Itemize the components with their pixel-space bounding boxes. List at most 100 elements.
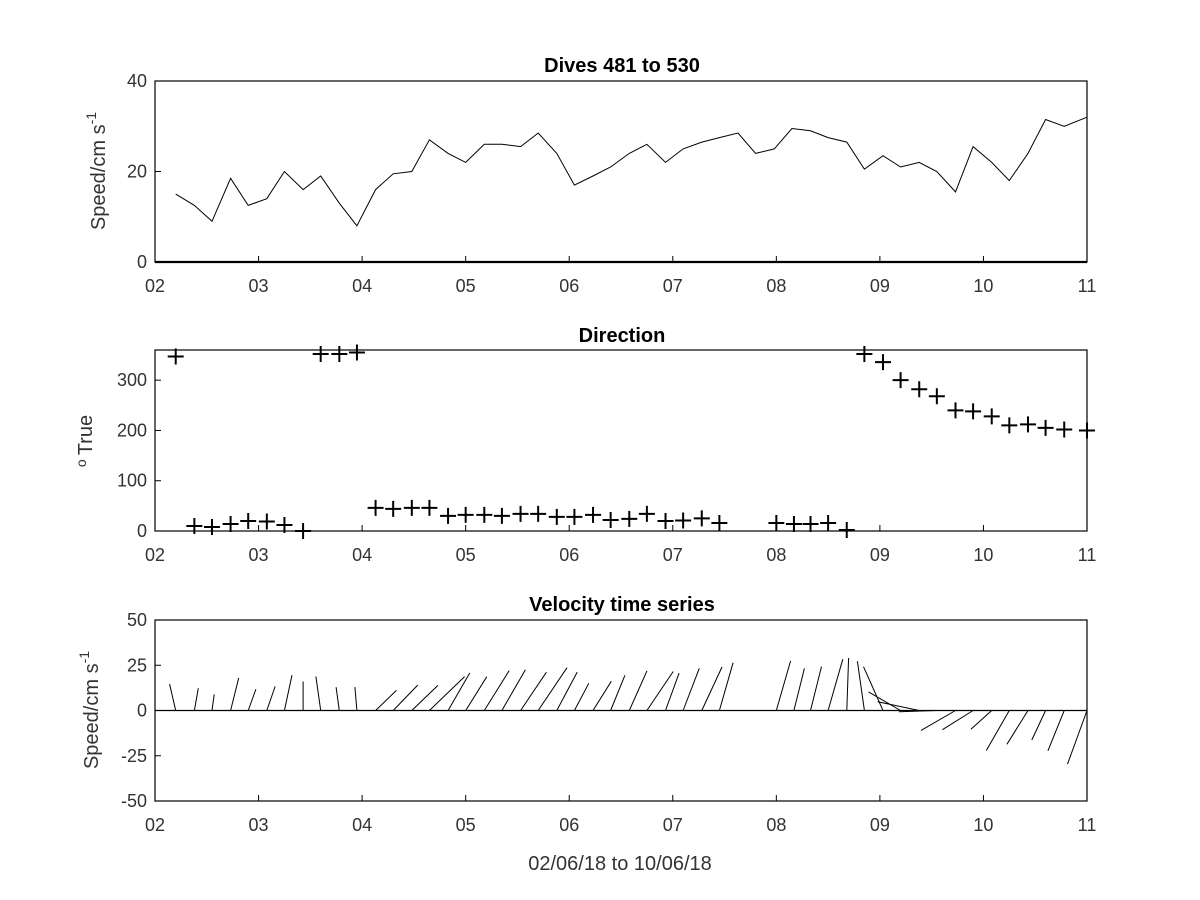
panel-speed-y-tick-label: 40 [127, 71, 147, 91]
direction-point [348, 344, 365, 361]
velocity-stick [863, 666, 884, 711]
velocity-stick [898, 710, 937, 713]
velocity-stick [610, 675, 626, 711]
panel-speed-y-tick-label: 20 [127, 162, 147, 182]
velocity-stick [665, 672, 680, 711]
velocity-stick [335, 687, 340, 711]
panel-speed-frame [154, 80, 1088, 263]
velocity-stick [537, 667, 568, 711]
panel-direction-x-tick-label: 10 [973, 545, 993, 565]
direction-point [203, 518, 220, 535]
direction-point [711, 514, 728, 531]
panel-velocity-x-tick-label: 10 [973, 815, 993, 835]
panel-speed-plot [155, 116, 1088, 264]
direction-point [367, 499, 384, 516]
direction-point [331, 346, 348, 363]
velocity-stick [447, 672, 471, 711]
velocity-stick [392, 684, 419, 711]
panel-velocity-x-tick-label: 03 [249, 815, 269, 835]
panel-direction-frame [154, 349, 1088, 532]
velocity-stick [1067, 710, 1088, 765]
velocity-stick [1031, 710, 1047, 741]
panel-velocity-x-tick-label: 07 [663, 815, 683, 835]
panel-velocity-xlabel: 02/06/18 to 10/06/18 [528, 853, 712, 875]
panel-velocity-plot [155, 657, 1088, 765]
panel-speed-title: Dives 481 to 530 [544, 55, 700, 77]
direction-point [602, 511, 619, 528]
direction-point [874, 354, 891, 371]
velocity-stick [429, 676, 465, 711]
direction-point [820, 514, 837, 531]
direction-point [566, 508, 583, 525]
direction-point [240, 512, 257, 529]
direction-point [421, 499, 438, 516]
direction-point [585, 506, 602, 523]
panel-velocity-y-tick-label: -50 [121, 791, 147, 811]
panel-speed-ylabel: Speed/cm s-1 [83, 112, 110, 230]
panel-direction-x-ticks: 02 03 04 05 06 07 08 09 10 11 [145, 525, 1096, 565]
direction-point [947, 402, 964, 419]
panel-speed: Dives 481 to 530 02 03 04 05 06 07 08 09 10 11 02… [83, 55, 1096, 296]
velocity-stick [465, 676, 488, 711]
velocity-stick [211, 694, 215, 711]
velocity-stick [970, 710, 993, 730]
direction-point [167, 348, 184, 365]
direction-point [965, 403, 982, 420]
direction-point [403, 499, 420, 516]
velocity-stick [810, 666, 822, 711]
panel-velocity-title: Velocity time series [529, 594, 715, 616]
direction-point [476, 506, 493, 523]
velocity-stick [628, 670, 648, 711]
velocity-stick [920, 710, 956, 731]
panel-direction-x-tick-label: 02 [145, 545, 165, 565]
direction-point [258, 513, 275, 530]
direction-point [785, 515, 802, 532]
panel-speed-x-tick-label: 10 [973, 276, 993, 296]
panel-direction-x-tick-label: 06 [559, 545, 579, 565]
panel-direction-plot [167, 344, 1095, 539]
velocity-stick [793, 668, 805, 711]
velocity-stick [375, 690, 397, 711]
direction-point [838, 521, 855, 538]
panel-speed-x-tick-label: 11 [1078, 276, 1097, 296]
velocity-stick [646, 671, 674, 711]
velocity-stick [1047, 710, 1065, 751]
velocity-stick [230, 677, 240, 711]
panel-speed-y-ticks: 0 20 40 [127, 71, 161, 272]
velocity-stick [169, 683, 177, 711]
direction-point [222, 515, 239, 532]
panel-velocity-y-tick-label: 25 [127, 655, 147, 675]
direction-point [186, 517, 203, 534]
panel-speed-y-tick-label: 0 [137, 252, 147, 272]
panel-velocity-x-tick-label: 08 [766, 815, 786, 835]
direction-point [802, 515, 819, 532]
panel-speed-x-tick-label: 04 [352, 276, 372, 296]
panel-speed-x-tick-label: 08 [766, 276, 786, 296]
panel-direction-x-tick-label: 11 [1078, 545, 1097, 565]
velocity-stick [573, 683, 590, 711]
velocity-stick [827, 659, 844, 711]
direction-point [1079, 422, 1095, 439]
panel-direction-x-tick-label: 09 [870, 545, 890, 565]
direction-point [385, 500, 402, 517]
panel-velocity-x-ticks: 02 03 04 05 06 07 08 09 10 11 [145, 795, 1096, 835]
direction-point [621, 510, 638, 527]
panel-speed-x-tick-label: 02 [145, 276, 165, 296]
direction-point [911, 381, 928, 398]
panel-direction-x-tick-label: 07 [663, 545, 683, 565]
panel-speed-x-tick-label: 09 [870, 276, 890, 296]
velocity-stick [315, 676, 322, 711]
panel-direction-x-tick-label: 04 [352, 545, 372, 565]
velocity-stick [556, 671, 578, 711]
velocity-stick [942, 710, 974, 731]
direction-point [1001, 417, 1018, 434]
panel-velocity-ylabel: Speed/cm s-1 [76, 651, 103, 769]
velocity-stick [247, 689, 257, 711]
panel-direction-y-ticks: 0 100 200 300 [117, 370, 161, 541]
direction-point [892, 372, 909, 389]
direction-point [693, 510, 710, 527]
velocity-stick [701, 666, 723, 711]
velocity-stick [592, 681, 612, 711]
direction-point [1056, 421, 1073, 438]
velocity-stick [868, 691, 901, 711]
